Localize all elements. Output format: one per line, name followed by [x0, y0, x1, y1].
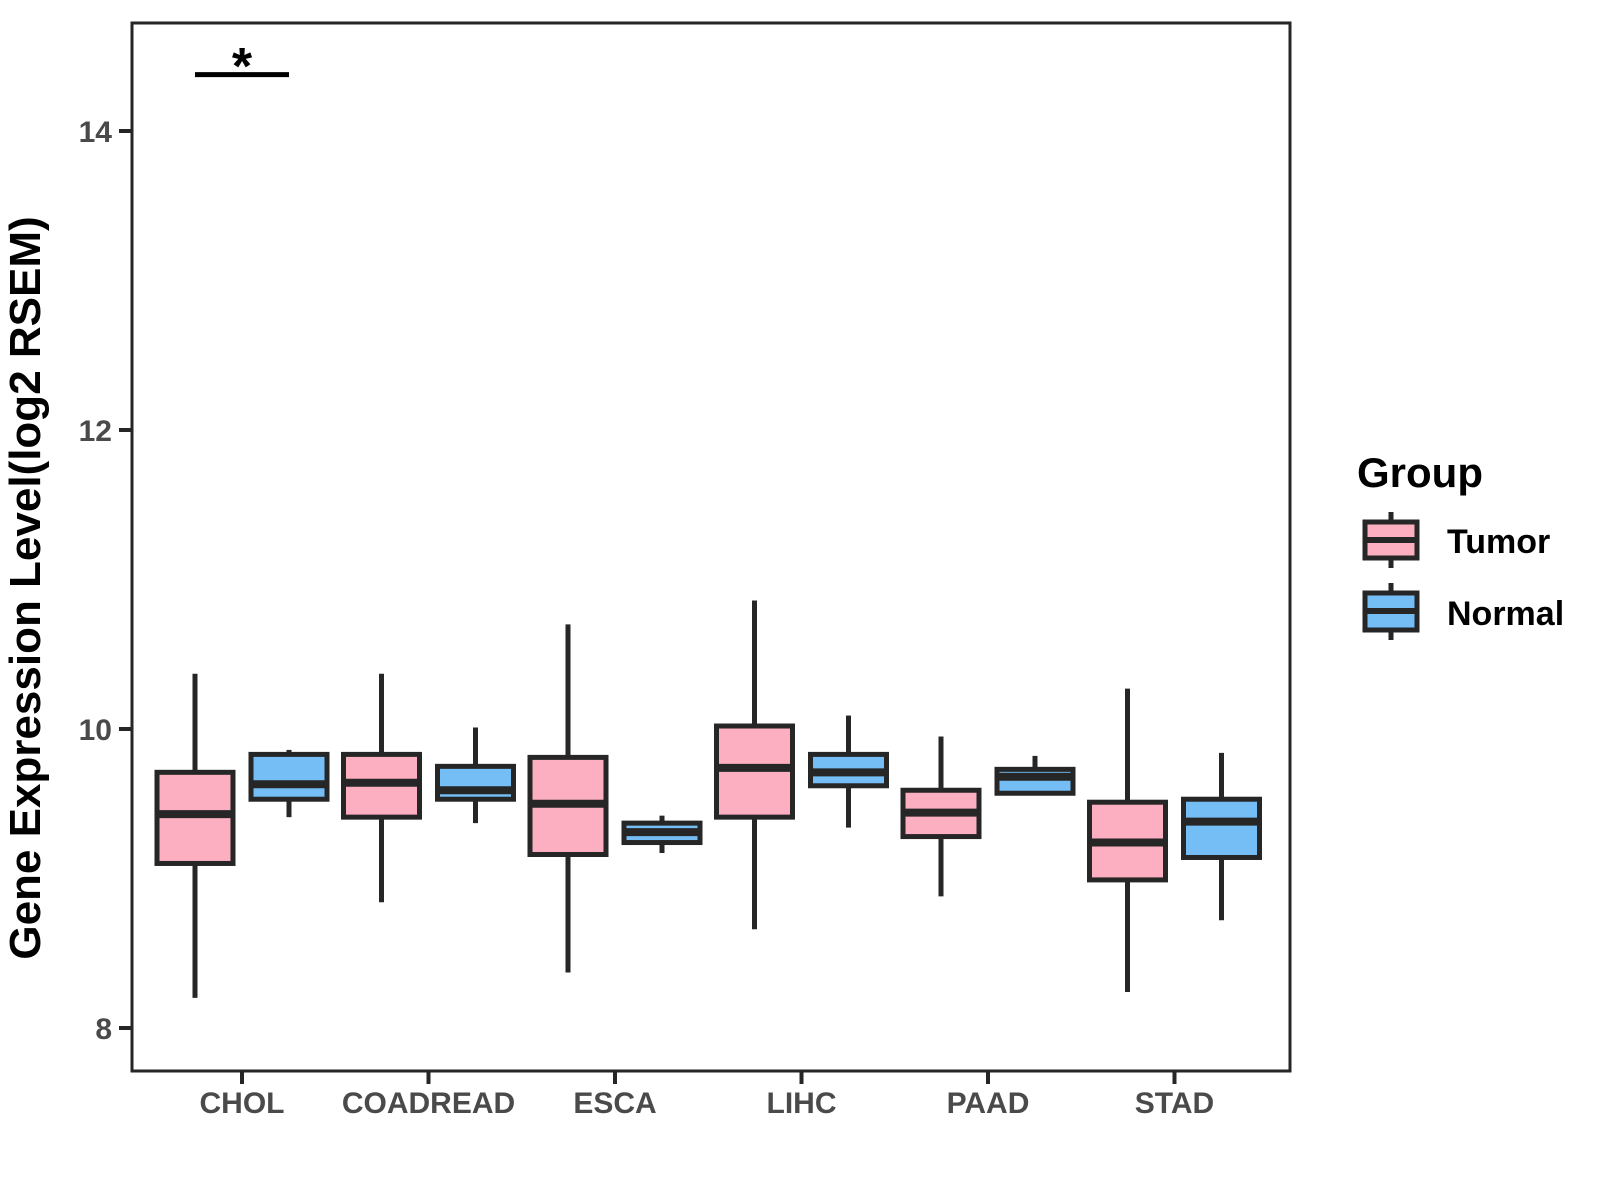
x-tick-label-stad: STAD — [1135, 1087, 1214, 1120]
panel-border — [130, 21, 1292, 1073]
box-rect — [435, 763, 516, 802]
boxplot-PAAD-Normal — [994, 755, 1076, 796]
x-tick-label-coadread: COADREAD — [342, 1087, 515, 1120]
y-axis-title: Gene Expression Level(log2 RSEM) — [1, 216, 50, 959]
x-tick-label-chol: CHOL — [200, 1087, 285, 1120]
legend-key-tumor — [1362, 512, 1420, 568]
boxplot-PAAD-Tumor — [900, 736, 982, 897]
boxplot-ESCA-Normal — [621, 815, 703, 854]
x-axis-labels: CHOL COADREAD ESCA LIHC PAAD STAD — [200, 1087, 1215, 1120]
boxplot-COADREAD-Normal — [435, 727, 516, 824]
x-axis-ticks — [240, 1071, 1177, 1084]
box-rect — [1181, 796, 1262, 860]
y-tick-label-10: 10 — [79, 714, 112, 747]
legend-label-normal: Normal — [1447, 595, 1564, 633]
x-tick-label-lihc: LIHC — [767, 1087, 837, 1120]
y-tick-label-8: 8 — [95, 1013, 112, 1046]
y-tick-label-14: 14 — [79, 116, 113, 149]
boxplot-CHOL-Tumor — [154, 673, 236, 998]
boxplot-COADREAD-Tumor — [341, 673, 422, 903]
boxplot-LIHC-Tumor — [714, 600, 795, 930]
box-rect — [248, 751, 330, 802]
y-tick-label-12: 12 — [79, 415, 112, 448]
boxplot-LIHC-Normal — [808, 715, 889, 828]
significance-star: * — [232, 38, 253, 96]
legend-title: Group — [1357, 449, 1483, 496]
boxes-layer — [154, 600, 1262, 998]
legend-key-normal — [1362, 583, 1420, 640]
y-axis-labels: 14 12 10 8 — [79, 116, 113, 1046]
boxplot-STAD-Normal — [1181, 752, 1262, 921]
y-axis-ticks — [119, 129, 132, 1030]
boxplot-CHOL-Normal — [248, 749, 330, 818]
legend: Group Tumor Normal — [1357, 449, 1564, 640]
boxplot-ESCA-Tumor — [527, 624, 609, 973]
boxplot-STAD-Tumor — [1087, 688, 1168, 992]
x-tick-label-paad: PAAD — [947, 1087, 1030, 1120]
x-tick-label-esca: ESCA — [573, 1087, 656, 1120]
legend-label-tumor: Tumor — [1447, 523, 1550, 561]
significance-annotation: * — [195, 38, 289, 96]
